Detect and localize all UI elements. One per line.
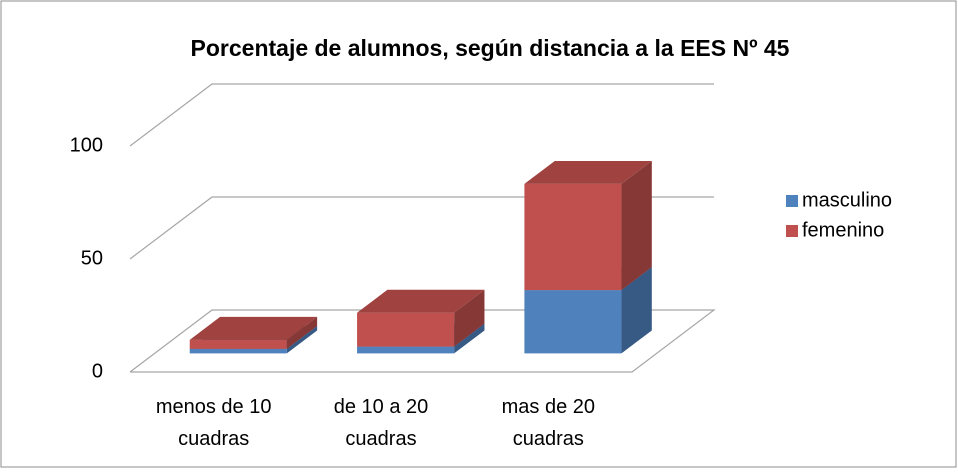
- bar-side: [286, 325, 318, 354]
- legend-label: masculino: [802, 189, 892, 211]
- y-tick-label: 0: [92, 360, 103, 382]
- grid-line: [129, 83, 714, 147]
- legend-swatch: [786, 225, 798, 237]
- bar-side: [286, 316, 318, 349]
- bar: [189, 348, 287, 354]
- x-tick-label: de 10 a 20 cuadras: [334, 396, 429, 450]
- bar: [524, 183, 622, 291]
- bar-side: [621, 267, 652, 354]
- bar: [357, 312, 455, 347]
- bar: [357, 346, 455, 354]
- bar-side: [621, 160, 652, 291]
- y-tick-label: 50: [81, 247, 103, 269]
- x-tick-label: mas de 20 cuadras: [502, 396, 595, 450]
- bar: [524, 290, 622, 354]
- bar-top: [524, 160, 652, 184]
- grid-line: [129, 309, 716, 373]
- y-tick-label: 100: [70, 134, 103, 156]
- chart-title: Porcentaje de alumnos, según distancia a…: [191, 35, 790, 61]
- bar-side: [454, 323, 485, 354]
- bar-top: [357, 289, 485, 313]
- legend-swatch: [786, 195, 798, 207]
- x-tick-label: menos de 10 cuadras: [156, 396, 272, 450]
- bar-side: [454, 289, 485, 347]
- bar-top: [189, 316, 318, 340]
- legend-label: femenino: [802, 219, 884, 241]
- bar: [189, 339, 287, 349]
